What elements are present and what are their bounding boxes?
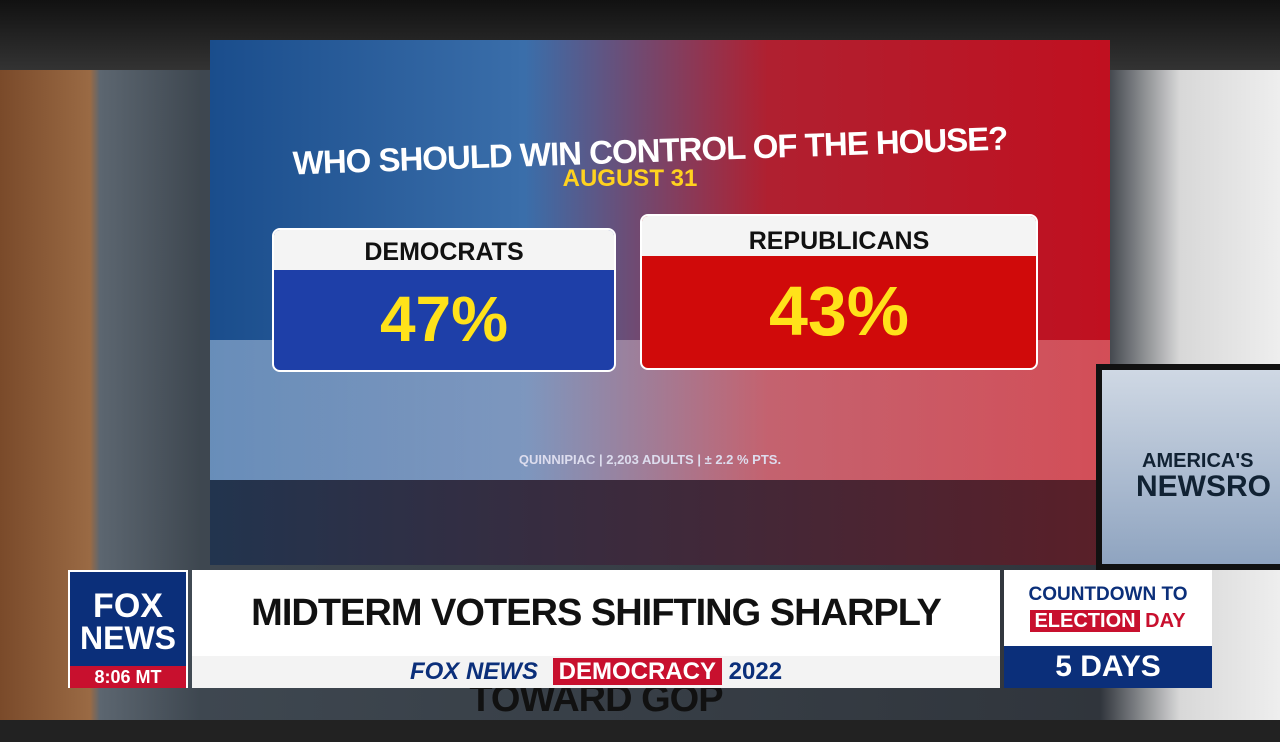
logo-text: FOX [93, 587, 163, 625]
card-value: 43% [768, 272, 910, 350]
ticker: FOX NEWS DEMOCRACY 2022 [192, 656, 1000, 688]
scene: WHO SHOULD WIN CONTROL OF THE HOUSE? AUG… [0, 0, 1280, 720]
monitor-text: NEWSRO [1136, 470, 1271, 503]
card-rep: REPUBLICANS 43% [640, 214, 1038, 370]
card-dem: DEMOCRATS 47% [272, 228, 616, 372]
countdown: COUNTDOWN TO ELECTION DAY 5 DAYS [1004, 570, 1212, 688]
monitor: AMERICA'S NEWSRO [1096, 364, 1280, 570]
poll-source: QUINNIPIAC | 2,203 ADULTS | ± 2.2 % PTS. [518, 452, 782, 467]
card-label: REPUBLICANS [642, 216, 1036, 256]
monitor-screen: AMERICA'S NEWSRO [1102, 370, 1280, 564]
poll-date: AUGUST 31 [562, 165, 698, 192]
logo: FOX NEWS 8:06 MT [68, 570, 188, 688]
video-wall: WHO SHOULD WIN CONTROL OF THE HOUSE? AUG… [210, 40, 1110, 565]
countdown-row: ELECTION DAY [1004, 610, 1212, 633]
plaza [210, 480, 1110, 565]
ticker-year: 2022 [728, 658, 783, 685]
countdown-election: ELECTION [1030, 610, 1140, 632]
countdown-line: COUNTDOWN TO [1028, 584, 1188, 605]
monitor-text: AMERICA'S [1142, 450, 1254, 472]
ticker-brand: FOX NEWS [409, 658, 538, 685]
clock: 8:06 MT [70, 666, 186, 688]
logo-text: NEWS [80, 620, 176, 656]
card-value: 47% [379, 283, 509, 355]
countdown-days: 5 DAYS [1004, 646, 1212, 688]
countdown-day: DAY [1145, 610, 1186, 632]
headline-bar: MIDTERM VOTERS SHIFTING SHARPLY TOWARD G… [192, 570, 1000, 720]
ticker-label: DEMOCRACY [552, 658, 722, 685]
card-label: DEMOCRATS [274, 230, 614, 270]
